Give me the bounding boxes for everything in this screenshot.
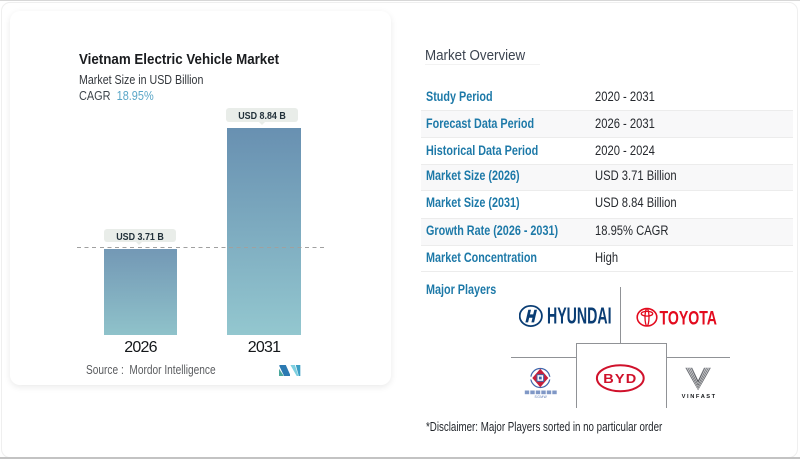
svg-text:V I N F A S T: V I N F A S T: [682, 394, 716, 400]
svg-text:SGMW: SGMW: [535, 395, 548, 399]
svg-text:BYD: BYD: [603, 371, 637, 386]
svg-text:TOYOTA: TOYOTA: [660, 308, 718, 328]
svg-text:HYUNDAI: HYUNDAI: [547, 305, 612, 327]
